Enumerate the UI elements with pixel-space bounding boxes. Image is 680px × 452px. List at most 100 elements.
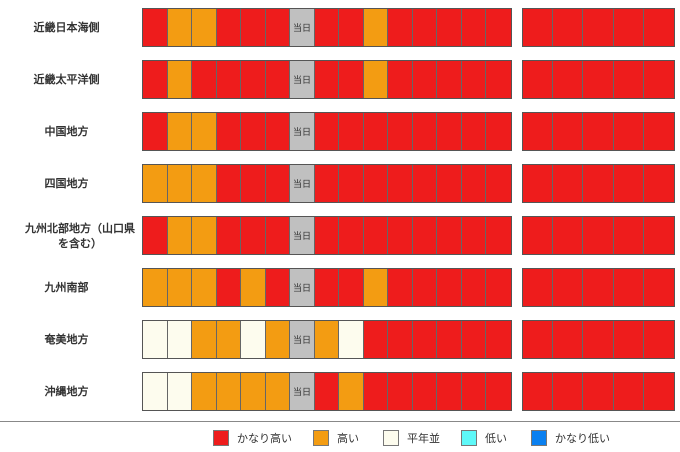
today-cell: 当日 <box>290 217 315 254</box>
forecast-cell-very-high <box>437 9 462 46</box>
extended-forecast-group <box>522 112 675 151</box>
forecast-cell-high <box>167 165 193 202</box>
forecast-cell-very-high <box>412 269 438 306</box>
forecast-cell-high <box>167 9 193 46</box>
extended-forecast-group <box>522 164 675 203</box>
forecast-cell-very-high <box>486 165 511 202</box>
region-row: 奄美地方 当日 <box>0 320 680 359</box>
forecast-cell-high <box>192 9 217 46</box>
legend-label: 低い <box>485 432 507 445</box>
legend-swatch <box>531 430 547 446</box>
forecast-cell-high <box>192 373 217 410</box>
forecast-cell-very-high <box>388 321 413 358</box>
forecast-cell-very-high <box>461 61 487 98</box>
forecast-cell-high <box>143 269 168 306</box>
forecast-cell-high <box>241 269 266 306</box>
forecast-cell-very-high <box>143 9 168 46</box>
today-cell: 当日 <box>290 9 315 46</box>
forecast-cell-very-high <box>523 9 554 46</box>
region-name: 九州北部地方（山口県を含む） <box>25 221 135 250</box>
forecast-cell-normal <box>339 321 364 358</box>
legend-label: かなり高い <box>237 432 292 445</box>
forecast-cell-very-high <box>388 373 413 410</box>
forecast-cell-very-high <box>241 61 266 98</box>
forecast-cell-high <box>339 373 364 410</box>
forecast-cell-very-high <box>583 9 614 46</box>
region-row: 近畿日本海側 当日 <box>0 8 680 47</box>
today-cell: 当日 <box>290 269 315 306</box>
forecast-cell-very-high <box>339 269 364 306</box>
forecast-cell-very-high <box>643 269 674 306</box>
forecast-cell-very-high <box>583 217 614 254</box>
extended-forecast-group <box>522 216 675 255</box>
forecast-cell-very-high <box>437 61 462 98</box>
forecast-cell-high <box>363 9 389 46</box>
forecast-cell-very-high <box>461 321 487 358</box>
forecast-cell-very-high <box>613 9 644 46</box>
extended-forecast-group <box>522 60 675 99</box>
daily-forecast-group: 当日 <box>142 268 512 307</box>
forecast-cell-very-high <box>388 113 413 150</box>
forecast-cell-high <box>192 269 217 306</box>
forecast-cell-very-high <box>553 165 584 202</box>
forecast-cell-high <box>167 113 193 150</box>
forecast-cell-very-high <box>314 217 340 254</box>
forecast-cell-very-high <box>412 165 438 202</box>
forecast-cell-very-high <box>241 9 266 46</box>
forecast-cell-very-high <box>486 321 511 358</box>
forecast-cell-very-high <box>314 165 340 202</box>
forecast-cell-very-high <box>265 61 291 98</box>
forecast-cell-very-high <box>583 165 614 202</box>
forecast-cell-very-high <box>388 61 413 98</box>
forecast-cell-very-high <box>216 9 242 46</box>
forecast-cell-very-high <box>265 269 291 306</box>
forecast-cell-very-high <box>613 217 644 254</box>
forecast-cell-very-high <box>553 269 584 306</box>
forecast-cell-high <box>192 321 217 358</box>
forecast-cell-very-high <box>486 61 511 98</box>
forecast-cell-high <box>314 321 340 358</box>
forecast-cell-very-high <box>583 373 614 410</box>
forecast-cell-high <box>192 113 217 150</box>
forecast-cell-very-high <box>461 165 487 202</box>
forecast-cell-very-high <box>363 217 389 254</box>
forecast-cell-very-high <box>613 113 644 150</box>
forecast-cell-very-high <box>553 321 584 358</box>
forecast-cell-normal <box>167 373 193 410</box>
forecast-cell-normal <box>241 321 266 358</box>
forecast-cell-very-high <box>461 9 487 46</box>
legend-label: 高い <box>337 432 359 445</box>
region-row: 九州北部地方（山口県を含む） 当日 <box>0 216 680 255</box>
forecast-cell-very-high <box>363 321 389 358</box>
forecast-cell-very-high <box>314 61 340 98</box>
daily-forecast-group: 当日 <box>142 164 512 203</box>
forecast-cell-very-high <box>583 113 614 150</box>
forecast-cell-very-high <box>613 61 644 98</box>
legend-item: 高い <box>313 428 359 448</box>
forecast-cell-very-high <box>583 269 614 306</box>
forecast-cell-very-high <box>613 269 644 306</box>
forecast-cell-very-high <box>613 321 644 358</box>
forecast-cell-very-high <box>216 113 242 150</box>
region-row: 沖縄地方 当日 <box>0 372 680 411</box>
region-name: 沖縄地方 <box>44 385 89 398</box>
forecast-cell-very-high <box>216 165 242 202</box>
forecast-cell-very-high <box>461 217 487 254</box>
forecast-cell-very-high <box>523 321 554 358</box>
forecast-cell-very-high <box>143 113 168 150</box>
forecast-cell-high <box>363 269 389 306</box>
forecast-cell-very-high <box>241 113 266 150</box>
forecast-cell-very-high <box>265 113 291 150</box>
forecast-cell-very-high <box>553 113 584 150</box>
forecast-cell-high <box>167 269 193 306</box>
forecast-cell-very-high <box>412 217 438 254</box>
forecast-cell-very-high <box>363 373 389 410</box>
daily-forecast-group: 当日 <box>142 216 512 255</box>
legend-label: かなり低い <box>555 432 610 445</box>
legend-item: かなり高い <box>213 428 292 448</box>
forecast-cell-very-high <box>461 269 487 306</box>
forecast-cell-very-high <box>339 217 364 254</box>
forecast-cell-very-high <box>486 113 511 150</box>
forecast-cell-very-high <box>314 269 340 306</box>
daily-forecast-group: 当日 <box>142 112 512 151</box>
